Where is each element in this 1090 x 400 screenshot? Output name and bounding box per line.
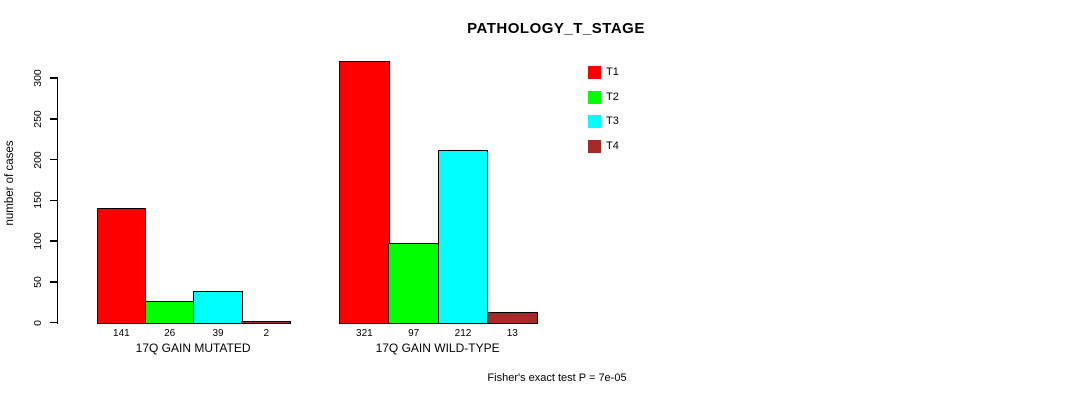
bar-value-label: 2 [263,328,270,339]
y-tick-label: 100 [32,232,44,250]
bar-t3-wild-type [437,149,489,325]
legend: T1 T2 T3 T4 [588,66,619,164]
bar-value-label: 97 [408,328,420,339]
y-tick-label: 300 [32,69,44,87]
legend-swatch-t1-icon [588,66,601,79]
bar-t3-mutated [193,290,243,325]
bar-t4-wild-type [486,311,538,325]
bar-value-label: 141 [113,328,130,339]
legend-label: T3 [606,115,619,127]
legend-item-t2: T2 [588,90,619,104]
y-tick-label: 250 [32,109,44,128]
chart-title: PATHOLOGY_T_STAGE [467,20,645,37]
y-tick-label: 50 [32,275,44,288]
y-tick-label: 150 [32,191,44,210]
y-tick-mark [50,158,58,161]
y-tick-mark [50,77,58,79]
y-tick-mark [50,281,58,283]
legend-item-t4: T4 [588,139,619,153]
y-tick-mark [50,321,58,324]
legend-swatch-t4-icon [588,139,601,153]
bar-value-label: 13 [506,328,518,339]
legend-label: T4 [606,139,619,152]
bar-t1-mutated [96,207,147,325]
y-tick-label: 200 [32,150,44,169]
bar-value-label: 39 [212,328,224,339]
bar-value-label: 321 [356,328,373,339]
legend-item-t3: T3 [588,115,619,128]
legend-label: T2 [606,90,619,103]
bar-t2-mutated [144,301,195,325]
annotation-fishers-exact-test: Fisher's exact test P = 7e-05 [487,372,627,384]
bar-t2-wild-type [388,243,440,325]
legend-swatch-t3-icon [588,115,601,128]
legend-swatch-t2-icon [588,90,601,104]
y-tick-mark [50,240,58,242]
group-label-mutated: 17Q GAIN MUTATED [135,341,251,355]
legend-item-t1: T1 [588,66,619,79]
bar-t1-wild-type [339,60,390,325]
bar-value-label: 26 [164,328,176,339]
legend-label: T1 [606,66,619,78]
y-tick-mark [50,199,58,201]
y-tick-mark [50,118,58,120]
y-axis-line [56,78,58,324]
y-tick-label: 0 [32,319,44,326]
bar-value-label: 212 [454,328,472,339]
bar-t4-mutated [241,320,292,325]
group-label-wild-type: 17Q GAIN WILD-TYPE [375,341,500,355]
